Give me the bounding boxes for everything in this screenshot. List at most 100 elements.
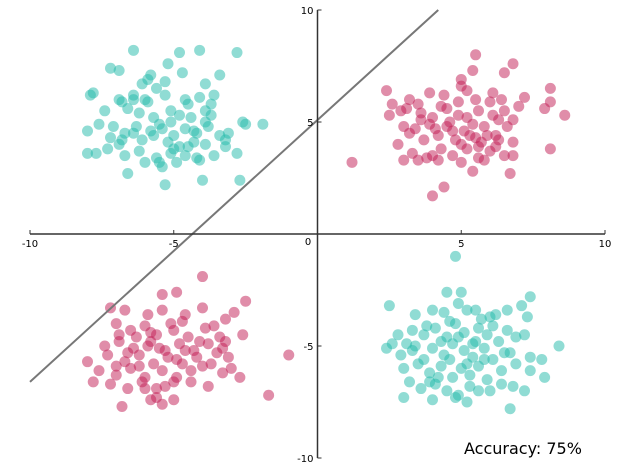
data-point xyxy=(386,338,398,350)
data-point xyxy=(507,150,519,162)
data-point xyxy=(458,344,470,356)
y-axis-ticks: 10 5 -5 -10 xyxy=(297,6,322,465)
data-point xyxy=(151,383,162,395)
data-point xyxy=(450,250,461,262)
data-point xyxy=(136,134,148,146)
data-point xyxy=(473,105,484,117)
data-point xyxy=(199,138,211,150)
data-point xyxy=(412,98,424,110)
data-point xyxy=(237,329,249,341)
data-point xyxy=(452,96,464,108)
data-point xyxy=(544,143,556,155)
data-point xyxy=(504,403,516,415)
data-point xyxy=(438,181,450,193)
data-point xyxy=(168,394,180,406)
data-point xyxy=(435,336,447,348)
data-point xyxy=(148,112,160,124)
data-point xyxy=(176,67,188,79)
data-point xyxy=(145,394,157,406)
data-point xyxy=(455,156,467,168)
data-point xyxy=(222,127,234,139)
data-point xyxy=(519,329,530,341)
data-point xyxy=(197,174,208,186)
data-point xyxy=(225,362,237,374)
data-point xyxy=(429,322,441,334)
data-point xyxy=(461,304,473,316)
data-point xyxy=(174,109,185,121)
data-point xyxy=(153,156,165,168)
data-point xyxy=(171,156,183,168)
data-point xyxy=(470,94,482,106)
data-point xyxy=(113,329,125,341)
data-point xyxy=(455,138,467,150)
data-point xyxy=(179,150,191,162)
data-point xyxy=(398,362,410,374)
y-tick-label: -5 xyxy=(304,342,314,353)
data-point xyxy=(553,340,565,352)
data-point xyxy=(139,383,151,395)
data-point xyxy=(432,129,444,141)
x-tick-label: -5 xyxy=(169,239,179,250)
data-point xyxy=(406,324,418,336)
x-tick-label: -10 xyxy=(22,239,38,250)
data-point xyxy=(447,125,459,137)
data-point xyxy=(519,91,530,103)
data-point xyxy=(151,82,162,94)
data-point xyxy=(415,383,427,395)
data-point xyxy=(93,118,105,130)
data-point xyxy=(133,145,145,157)
data-point xyxy=(197,360,208,372)
data-point xyxy=(214,69,226,81)
data-point xyxy=(484,145,496,157)
data-point xyxy=(128,89,139,101)
data-point xyxy=(432,371,444,383)
data-point xyxy=(194,91,206,103)
data-point xyxy=(467,118,479,130)
data-point xyxy=(524,291,536,303)
data-point xyxy=(435,360,447,372)
data-point xyxy=(283,349,295,361)
data-point xyxy=(444,353,456,365)
data-point xyxy=(220,336,231,348)
data-point xyxy=(470,132,482,144)
data-point xyxy=(199,78,211,90)
data-point xyxy=(87,376,99,388)
data-point xyxy=(381,85,392,97)
data-point xyxy=(524,365,536,377)
data-point xyxy=(208,150,220,162)
data-point xyxy=(498,67,510,79)
data-point xyxy=(139,94,151,106)
data-point xyxy=(113,64,125,76)
data-point xyxy=(461,358,473,370)
data-point xyxy=(156,365,168,377)
data-point xyxy=(90,147,102,159)
data-point xyxy=(404,376,415,388)
data-point xyxy=(496,365,507,377)
data-point xyxy=(418,134,430,146)
data-point xyxy=(473,385,484,397)
data-point xyxy=(128,44,139,56)
data-point xyxy=(182,331,194,343)
data-point xyxy=(174,47,185,59)
data-point xyxy=(487,320,499,332)
data-point xyxy=(559,109,571,121)
data-point xyxy=(156,398,168,410)
data-point xyxy=(516,300,528,312)
data-point xyxy=(185,112,197,124)
data-point xyxy=(424,367,436,379)
data-point xyxy=(105,378,116,390)
data-point xyxy=(386,98,398,110)
decision-boundary-line xyxy=(29,9,439,383)
data-point xyxy=(116,400,128,412)
data-point xyxy=(421,320,433,332)
data-point xyxy=(484,385,496,397)
data-point xyxy=(208,89,220,101)
data-point xyxy=(205,109,217,121)
data-point xyxy=(185,376,197,388)
data-point xyxy=(441,385,453,397)
data-point xyxy=(498,150,510,162)
data-point xyxy=(130,331,142,343)
data-point xyxy=(202,338,214,350)
data-point xyxy=(82,125,93,137)
data-point xyxy=(447,371,459,383)
